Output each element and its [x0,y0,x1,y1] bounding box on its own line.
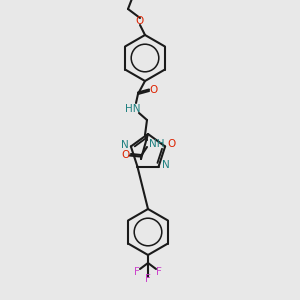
Text: F: F [145,274,151,284]
Text: NH: NH [149,139,165,149]
Text: N: N [121,140,129,150]
Text: O: O [136,16,144,26]
Text: O: O [122,150,130,160]
Text: O: O [149,85,157,95]
Text: F: F [156,267,162,277]
Text: HN: HN [125,104,141,114]
Text: O: O [167,140,175,149]
Text: N: N [162,160,170,170]
Text: F: F [134,267,140,277]
